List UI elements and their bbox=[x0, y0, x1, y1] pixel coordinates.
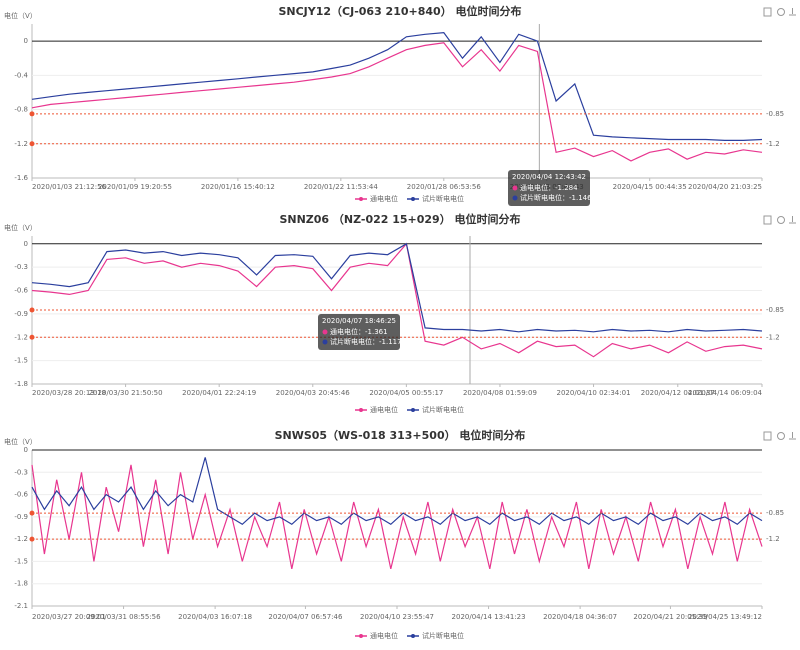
y-tick-label: -1.2 bbox=[14, 140, 28, 148]
y-tick-label: -0.9 bbox=[14, 513, 28, 521]
x-tick-label: 2020/04/14 06:09:04 bbox=[688, 389, 763, 397]
legend-label[interactable]: 通电电位 bbox=[370, 194, 398, 203]
x-tick-label: 2020/03/30 21:50:50 bbox=[89, 389, 163, 397]
x-tick-label: 2020/04/18 04:36:07 bbox=[543, 613, 617, 621]
y-tick-label: -1.6 bbox=[14, 174, 28, 182]
chart-title: SNNZ06 （NZ-022 15+029） 电位时间分布 bbox=[279, 212, 520, 226]
x-tick-label: 2020/04/08 01:59:09 bbox=[463, 389, 537, 397]
y-tick-label: -1.5 bbox=[14, 357, 28, 365]
x-tick-label: 2020/03/31 08:55:56 bbox=[87, 613, 162, 621]
tooltip-box bbox=[508, 170, 590, 206]
y-tick-label: -1.8 bbox=[14, 580, 28, 588]
x-tick-label: 2020/04/01 22:24:19 bbox=[182, 389, 256, 397]
x-tick-label: 2020/01/03 21:12:56 bbox=[32, 183, 107, 191]
y-tick-label: -0.8 bbox=[14, 106, 28, 114]
y-tick-label: 0 bbox=[24, 240, 28, 248]
series-line bbox=[31, 457, 763, 526]
legend-marker bbox=[359, 197, 363, 201]
y-tick-label: -0.3 bbox=[14, 468, 28, 476]
y-tick-label: -0.6 bbox=[14, 287, 28, 295]
x-tick-label: 2020/04/20 21:03:25 bbox=[688, 183, 762, 191]
series-line bbox=[31, 464, 763, 570]
y-tick-label: -1.8 bbox=[14, 380, 28, 388]
x-tick-label: 2020/04/12 04:01:37 bbox=[641, 389, 715, 397]
x-tick-label: 2020/01/09 19:20:55 bbox=[98, 183, 172, 191]
reference-label: -1.2 bbox=[766, 140, 780, 148]
y-tick-label: 0 bbox=[24, 37, 28, 45]
reference-label: -0.85 bbox=[766, 110, 784, 118]
y-tick-label: -1.2 bbox=[14, 333, 28, 341]
x-tick-label: 2020/03/27 20:09:01 bbox=[32, 613, 106, 621]
y-tick-label: -0.3 bbox=[14, 263, 28, 271]
y-tick-label: -0.6 bbox=[14, 491, 28, 499]
y-axis-label: 电位（V） bbox=[4, 223, 37, 232]
tooltip-line: 通电电位：-1.284 bbox=[520, 183, 578, 192]
x-tick-label: 2020/04/07 06:57:46 bbox=[268, 613, 343, 621]
x-tick-label: 2020/04/10 02:34:01 bbox=[557, 389, 631, 397]
x-tick-label: 2020/04/21 20:05:39 bbox=[633, 613, 707, 621]
reference-dot bbox=[29, 536, 35, 542]
reference-dot bbox=[29, 334, 35, 340]
x-tick-label: 2020/04/14 13:41:23 bbox=[452, 613, 526, 621]
x-tick-label: 2020/01/16 15:40:12 bbox=[201, 183, 275, 191]
x-tick-label: 2020/04/15 00:44:35 bbox=[613, 183, 687, 191]
y-axis-label: 电位（V） bbox=[4, 11, 37, 20]
y-axis-label: 电位（V） bbox=[4, 437, 37, 446]
x-tick-label: 2020/03/28 20:13:18 bbox=[32, 389, 106, 397]
reference-dot bbox=[29, 510, 35, 516]
chart-title: SNCJY12（CJ-063 210+840） 电位时间分布 bbox=[278, 4, 521, 18]
x-tick-label: 2020/04/10 23:55:47 bbox=[360, 613, 434, 621]
reference-dot bbox=[29, 307, 35, 313]
tooltip-dot bbox=[322, 339, 328, 345]
tooltip-title: 2020/04/04 12:43:42 bbox=[512, 173, 586, 181]
series-line bbox=[31, 242, 763, 358]
y-tick-label: -0.4 bbox=[14, 71, 28, 79]
tooltip-dot bbox=[512, 195, 518, 201]
x-tick-label: 2020/04/03 20:45:46 bbox=[276, 389, 351, 397]
legend-label[interactable]: 试片断电电位 bbox=[422, 631, 464, 640]
legend-marker bbox=[411, 197, 415, 201]
legend-marker bbox=[359, 408, 363, 412]
tooltip-line: 试片断电电位：-1.117 bbox=[330, 337, 402, 346]
reference-dot bbox=[29, 141, 35, 147]
x-tick-label: 2020/01/28 06:53:56 bbox=[407, 183, 482, 191]
reference-label: -1.2 bbox=[766, 333, 780, 341]
reference-label: -0.85 bbox=[766, 509, 784, 517]
series-line bbox=[31, 242, 763, 333]
reference-label: -1.2 bbox=[766, 535, 780, 543]
legend-label[interactable]: 通电电位 bbox=[370, 405, 398, 414]
tooltip-line: 试片断电电位：-1.146 bbox=[520, 193, 592, 202]
legend-label[interactable]: 试片断电电位 bbox=[422, 405, 464, 414]
toolbar-icons[interactable] bbox=[763, 7, 796, 441]
y-tick-label: -2.1 bbox=[14, 602, 28, 610]
tooltip-line: 通电电位：-1.361 bbox=[330, 327, 388, 336]
x-tick-label: 2020/04/25 13:49:12 bbox=[688, 613, 762, 621]
y-tick-label: -1.2 bbox=[14, 535, 28, 543]
tooltip-dot bbox=[322, 329, 328, 335]
y-tick-label: -1.5 bbox=[14, 557, 28, 565]
reference-label: -0.85 bbox=[766, 306, 784, 314]
y-tick-label: -0.9 bbox=[14, 310, 28, 318]
legend-marker bbox=[359, 634, 363, 638]
x-tick-label: 2020/01/22 11:53:44 bbox=[304, 183, 379, 191]
chart-title: SNWS05（WS-018 313+500） 电位时间分布 bbox=[275, 428, 526, 442]
series-line bbox=[31, 42, 763, 162]
tooltip-title: 2020/04/07 18:46:25 bbox=[322, 317, 396, 325]
y-tick-label: 0 bbox=[24, 446, 28, 454]
legend-label[interactable]: 试片断电电位 bbox=[422, 194, 464, 203]
tooltip-box bbox=[318, 314, 400, 350]
series-line bbox=[31, 31, 763, 141]
reference-dot bbox=[29, 111, 35, 117]
tooltip-dot bbox=[512, 185, 518, 191]
x-tick-label: 2020/04/03 16:07:18 bbox=[178, 613, 252, 621]
x-tick-label: 2020/04/05 00:55:17 bbox=[369, 389, 443, 397]
legend-marker bbox=[411, 408, 415, 412]
legend-marker bbox=[411, 634, 415, 638]
legend-label[interactable]: 通电电位 bbox=[370, 631, 398, 640]
